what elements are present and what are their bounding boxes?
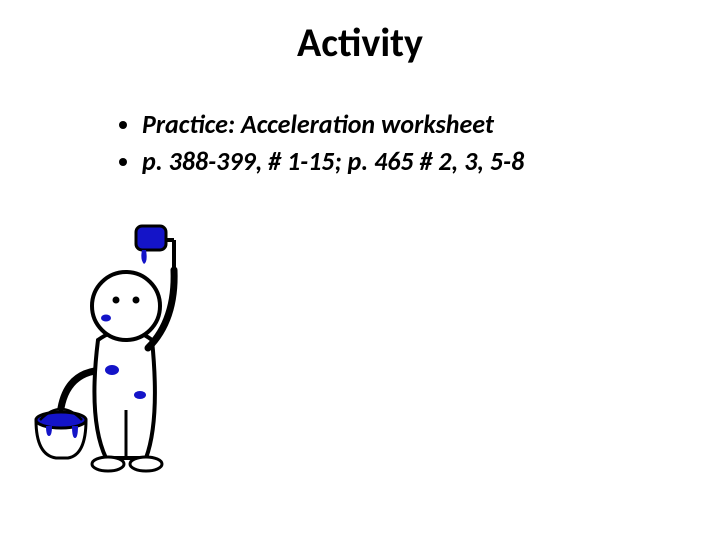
bullet-item: Practice: Acceleration worksheet xyxy=(142,108,640,141)
slide-title: Activity xyxy=(0,18,720,67)
bullet-item: p. 388-399, # 1-15; p. 465 # 2, 3, 5-8 xyxy=(142,145,640,178)
bullet-list: Practice: Acceleration worksheet p. 388-… xyxy=(120,108,640,181)
painter-illustration xyxy=(28,220,208,480)
paint-roller-icon xyxy=(136,226,174,270)
paint-bucket-icon xyxy=(36,409,86,458)
painter-head xyxy=(92,272,160,340)
painter-body xyxy=(92,330,162,471)
